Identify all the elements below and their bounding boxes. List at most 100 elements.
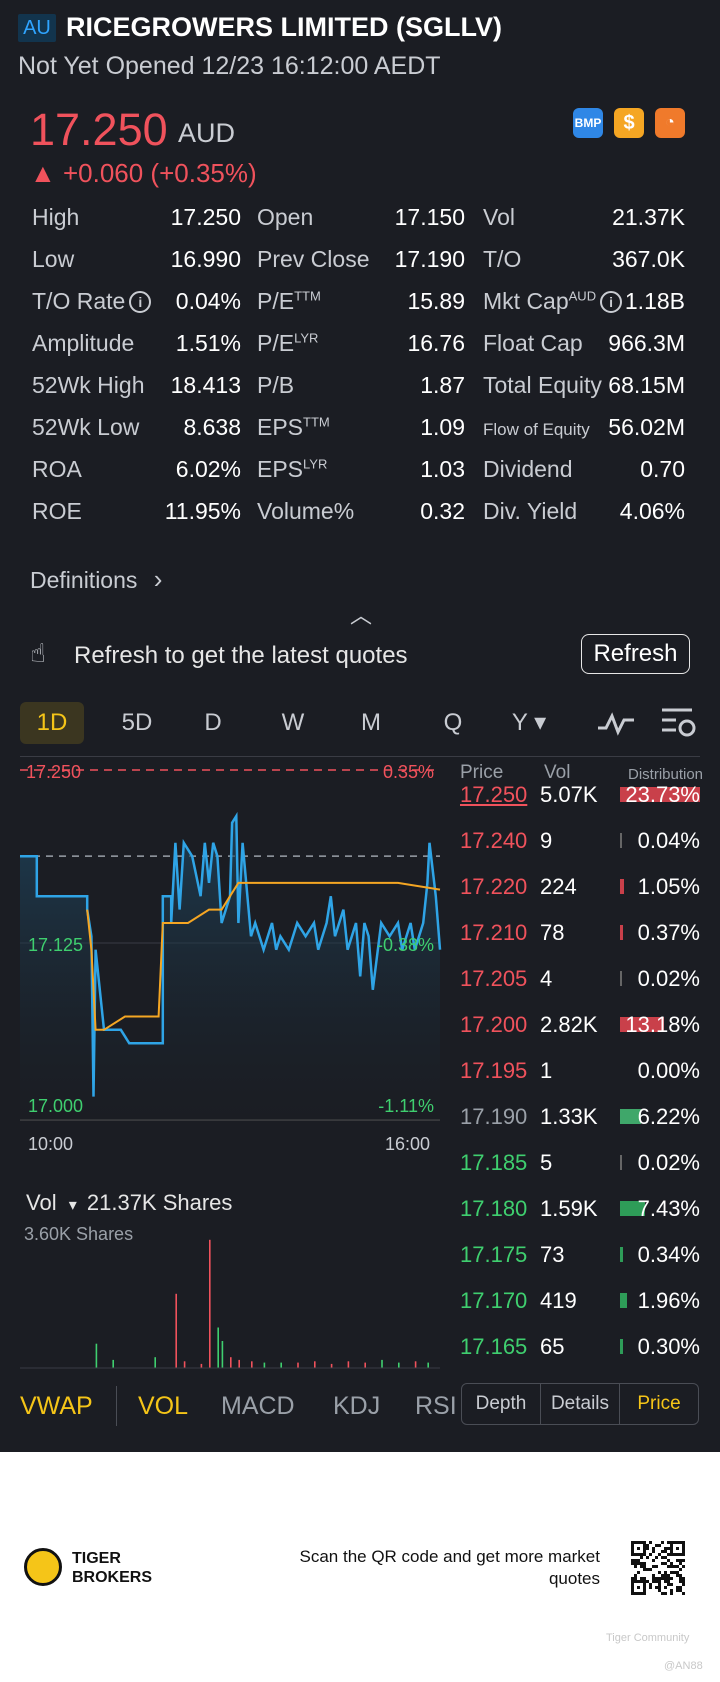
- qr-module: [658, 1580, 661, 1583]
- stat-label: ROE: [32, 498, 82, 524]
- qr-module: [655, 1556, 658, 1559]
- ob-price: 17.165: [460, 1334, 528, 1359]
- qr-module: [664, 1547, 667, 1550]
- qr-module: [664, 1556, 667, 1559]
- ob-percent: 0.34%: [637, 1242, 700, 1267]
- qr-module: [667, 1547, 670, 1550]
- indicator-macd[interactable]: MACD: [221, 1392, 295, 1420]
- chart-settings-icon[interactable]: [660, 704, 698, 740]
- qr-module: [631, 1544, 634, 1547]
- ob-header-vol: Vol: [544, 762, 571, 783]
- stat-label: Vol: [483, 204, 515, 230]
- qr-module: [679, 1586, 682, 1589]
- info-icon[interactable]: i: [129, 291, 152, 313]
- ob-distribution-bar: [620, 1293, 627, 1308]
- time-end-label: 16:00: [385, 1134, 430, 1154]
- qr-module: [676, 1559, 679, 1562]
- chart-high-label: 17.250: [26, 762, 81, 782]
- tab-m[interactable]: M: [361, 709, 381, 736]
- ob-distribution-bar: [620, 787, 700, 802]
- ob-price: 17.200: [460, 1012, 528, 1037]
- refresh-button[interactable]: Refresh: [581, 634, 690, 674]
- ob-distribution-bar: [620, 1339, 623, 1354]
- indicator-vwap[interactable]: VWAP: [20, 1392, 93, 1420]
- qr-module: [682, 1580, 685, 1583]
- indicator-rsi[interactable]: RSI: [415, 1392, 457, 1420]
- ob-distribution-bar: [620, 879, 624, 894]
- qr-module: [652, 1559, 655, 1562]
- definitions-link[interactable]: Definitions ›: [30, 564, 162, 595]
- chevron-up-icon[interactable]: ︿: [350, 603, 373, 628]
- stat-label: 52Wk Low: [32, 414, 140, 440]
- qr-module: [631, 1562, 634, 1565]
- chart-mid-label: 17.125: [28, 935, 83, 955]
- ob-price: 17.190: [460, 1104, 528, 1129]
- qr-module: [679, 1577, 682, 1580]
- ob-volume: 5: [540, 1150, 553, 1175]
- stat-value: 966.3M: [608, 330, 685, 356]
- tab-q[interactable]: Q: [443, 709, 463, 736]
- ob-distribution-bar: [620, 1109, 641, 1124]
- volume-bar: [230, 1357, 232, 1368]
- qr-module: [661, 1556, 664, 1559]
- currency-label: AUD: [178, 118, 236, 148]
- qr-module: [655, 1586, 658, 1589]
- qr-module: [649, 1586, 652, 1589]
- tab-price[interactable]: Price: [637, 1393, 681, 1414]
- qr-module: [631, 1550, 634, 1553]
- volume-bar: [238, 1359, 240, 1368]
- indicator-vol[interactable]: VOL: [138, 1392, 189, 1420]
- volume-bar: [381, 1359, 383, 1368]
- qr-module: [682, 1544, 685, 1547]
- tab-depth[interactable]: Depth: [462, 1384, 541, 1424]
- qr-module: [682, 1583, 685, 1586]
- volume-bar: [263, 1362, 266, 1368]
- qr-module: [658, 1571, 661, 1574]
- stat-value: 17.250: [170, 204, 241, 230]
- ob-percent: 0.04%: [637, 828, 700, 853]
- volume-bar: [297, 1362, 299, 1368]
- qr-module: [670, 1553, 673, 1556]
- stat-value: 68.15M: [608, 372, 685, 398]
- tab-1d[interactable]: 1D: [20, 702, 84, 744]
- qr-module: [676, 1553, 679, 1556]
- qr-module: [640, 1553, 643, 1556]
- tab-y[interactable]: Y ▾: [511, 709, 547, 736]
- indicator-kdj[interactable]: KDJ: [333, 1392, 381, 1420]
- tab-5d[interactable]: 5D: [121, 709, 153, 736]
- bmp-icon[interactable]: BMP: [573, 108, 603, 138]
- qr-module: [679, 1580, 682, 1583]
- stat-label: High: [32, 204, 80, 230]
- qr-module: [658, 1544, 661, 1547]
- qr-module: [667, 1574, 670, 1577]
- qr-module: [655, 1580, 658, 1583]
- volume-label: Vol: [26, 1190, 57, 1215]
- volume-bar: [209, 1239, 211, 1369]
- intraday-chart[interactable]: 17.250 0.35% 17.125 -0.38% 17.000 -1.11% 10:00…: [0, 756, 450, 1156]
- broker-icon[interactable]: ◔: [655, 108, 685, 138]
- qr-caption: Scan the QR code and get more market quo…: [299, 1547, 601, 1588]
- stat-label: ROA: [32, 456, 82, 482]
- last-price: 17.250: [30, 104, 168, 155]
- tab-d[interactable]: D: [204, 709, 222, 736]
- qr-module: [646, 1556, 649, 1559]
- tab-details[interactable]: Details: [541, 1384, 620, 1424]
- qr-module: [637, 1547, 640, 1550]
- dollar-icon[interactable]: $: [614, 108, 644, 138]
- qr-module: [682, 1592, 685, 1595]
- stat-label: Total Equity: [483, 372, 602, 398]
- volume-bar: [364, 1362, 366, 1368]
- stat-label: Mkt CapAUD i: [483, 288, 623, 315]
- qr-module: [655, 1577, 658, 1580]
- qr-module: [667, 1583, 670, 1586]
- stat-value: 11.95%: [164, 498, 241, 524]
- chart-type-icon[interactable]: [596, 708, 636, 738]
- info-icon[interactable]: i: [600, 291, 623, 313]
- qr-module: [637, 1580, 640, 1583]
- qr-module: [664, 1571, 667, 1574]
- ob-volume: 2.82K: [540, 1012, 598, 1037]
- qr-module: [673, 1553, 676, 1556]
- volume-dropdown[interactable]: Vol ▾ 21.37K Shares: [26, 1190, 232, 1216]
- tab-w[interactable]: W: [281, 709, 305, 736]
- qr-module: [670, 1550, 673, 1553]
